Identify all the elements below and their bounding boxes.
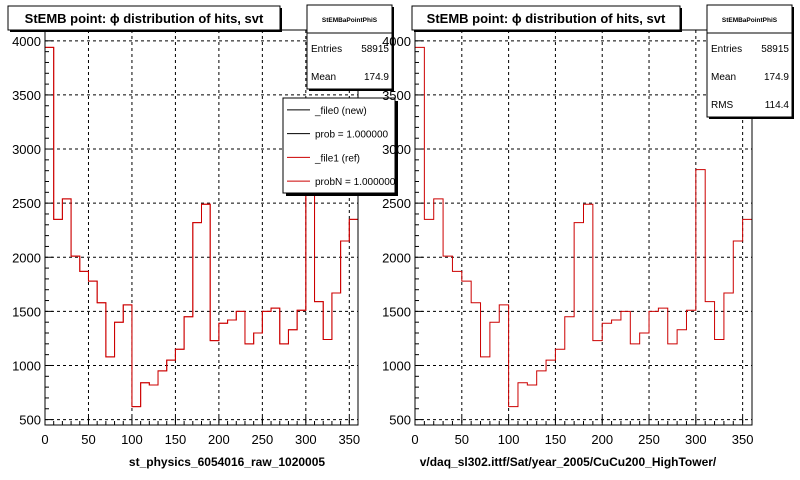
y-tick-label: 4000 — [12, 34, 41, 49]
y-tick-label: 3000 — [382, 142, 411, 157]
legend-entry: _file1 (ref) — [314, 153, 360, 164]
stats-box — [306, 4, 393, 90]
x-tick-label: 50 — [455, 432, 469, 447]
y-tick-label: 2000 — [12, 250, 41, 265]
x-tick-label: 150 — [545, 432, 567, 447]
stats-value: 58915 — [761, 44, 789, 55]
y-tick-label: 3500 — [382, 88, 411, 103]
y-tick-label: 500 — [389, 413, 411, 428]
legend-entry: prob = 1.000000 — [315, 130, 389, 141]
x-tick-label: 0 — [41, 432, 48, 447]
x-tick-label: 150 — [165, 432, 187, 447]
legend-entry: probN = 1.000000 — [315, 177, 396, 188]
right-histogram-panel: 0 50 100 150 200 250 300 350 500 1000 1500 2000 2500… — [382, 4, 794, 469]
y-tick-label: 1500 — [382, 304, 411, 319]
x-axis-label: st_physics_6054016_raw_1020005 — [129, 455, 325, 469]
stats-label: RMS — [711, 100, 734, 111]
x-tick-label: 350 — [732, 432, 754, 447]
stats-label: Entries — [711, 44, 742, 55]
x-tick-label: 200 — [591, 432, 613, 447]
y-tick-label: 2500 — [382, 196, 411, 211]
stats-value: 174.9 — [764, 72, 789, 83]
x-tick-label: 300 — [685, 432, 707, 447]
y-tick-label: 2500 — [12, 196, 41, 211]
x-axis-label: v/daq_sl302.ittf/Sat/year_2005/CuCu200_H… — [420, 455, 717, 469]
x-tick-label: 100 — [121, 432, 143, 447]
title-box — [411, 5, 681, 31]
y-tick-label: 1000 — [12, 358, 41, 373]
title-box — [7, 5, 281, 31]
legend-entry: _file0 (new) — [314, 106, 367, 117]
histogram-series — [414, 46, 753, 425]
x-tick-label: 300 — [295, 432, 317, 447]
stats-title: StEMBaPointPhiS — [722, 17, 778, 24]
x-tick-label: 200 — [208, 432, 230, 447]
y-tick-label: 4000 — [382, 34, 411, 49]
x-tick-label: 100 — [498, 432, 520, 447]
y-tick-label: 1000 — [382, 358, 411, 373]
chart-title: StEMB point: ϕ distribution of hits, svt — [427, 11, 666, 26]
x-tick-label: 50 — [81, 432, 95, 447]
stats-title: StEMBaPointPhiS — [322, 17, 378, 24]
stats-value: 114.4 — [765, 100, 790, 111]
y-tick-label: 500 — [19, 413, 41, 428]
y-tick-label: 2000 — [382, 250, 411, 265]
x-tick-label: 250 — [252, 432, 274, 447]
legend-box — [282, 97, 396, 194]
x-tick-label: 350 — [338, 432, 360, 447]
y-tick-label: 3500 — [12, 88, 41, 103]
stats-label: Mean — [311, 72, 336, 83]
stats-box — [706, 4, 793, 118]
chart-title: StEMB point: ϕ distribution of hits, svt — [25, 11, 264, 26]
x-tick-label: 0 — [411, 432, 418, 447]
y-tick-label: 3000 — [12, 142, 41, 157]
left-histogram-panel: 0 50 100 150 200 250 300 350 500 1000 1500 2000 2500… — [7, 4, 398, 469]
stats-value: 58915 — [361, 44, 389, 55]
x-tick-label: 250 — [638, 432, 660, 447]
stats-label: Mean — [711, 72, 736, 83]
stats-value: 174.9 — [364, 72, 389, 83]
stats-label: Entries — [311, 44, 342, 55]
y-tick-label: 1500 — [12, 304, 41, 319]
